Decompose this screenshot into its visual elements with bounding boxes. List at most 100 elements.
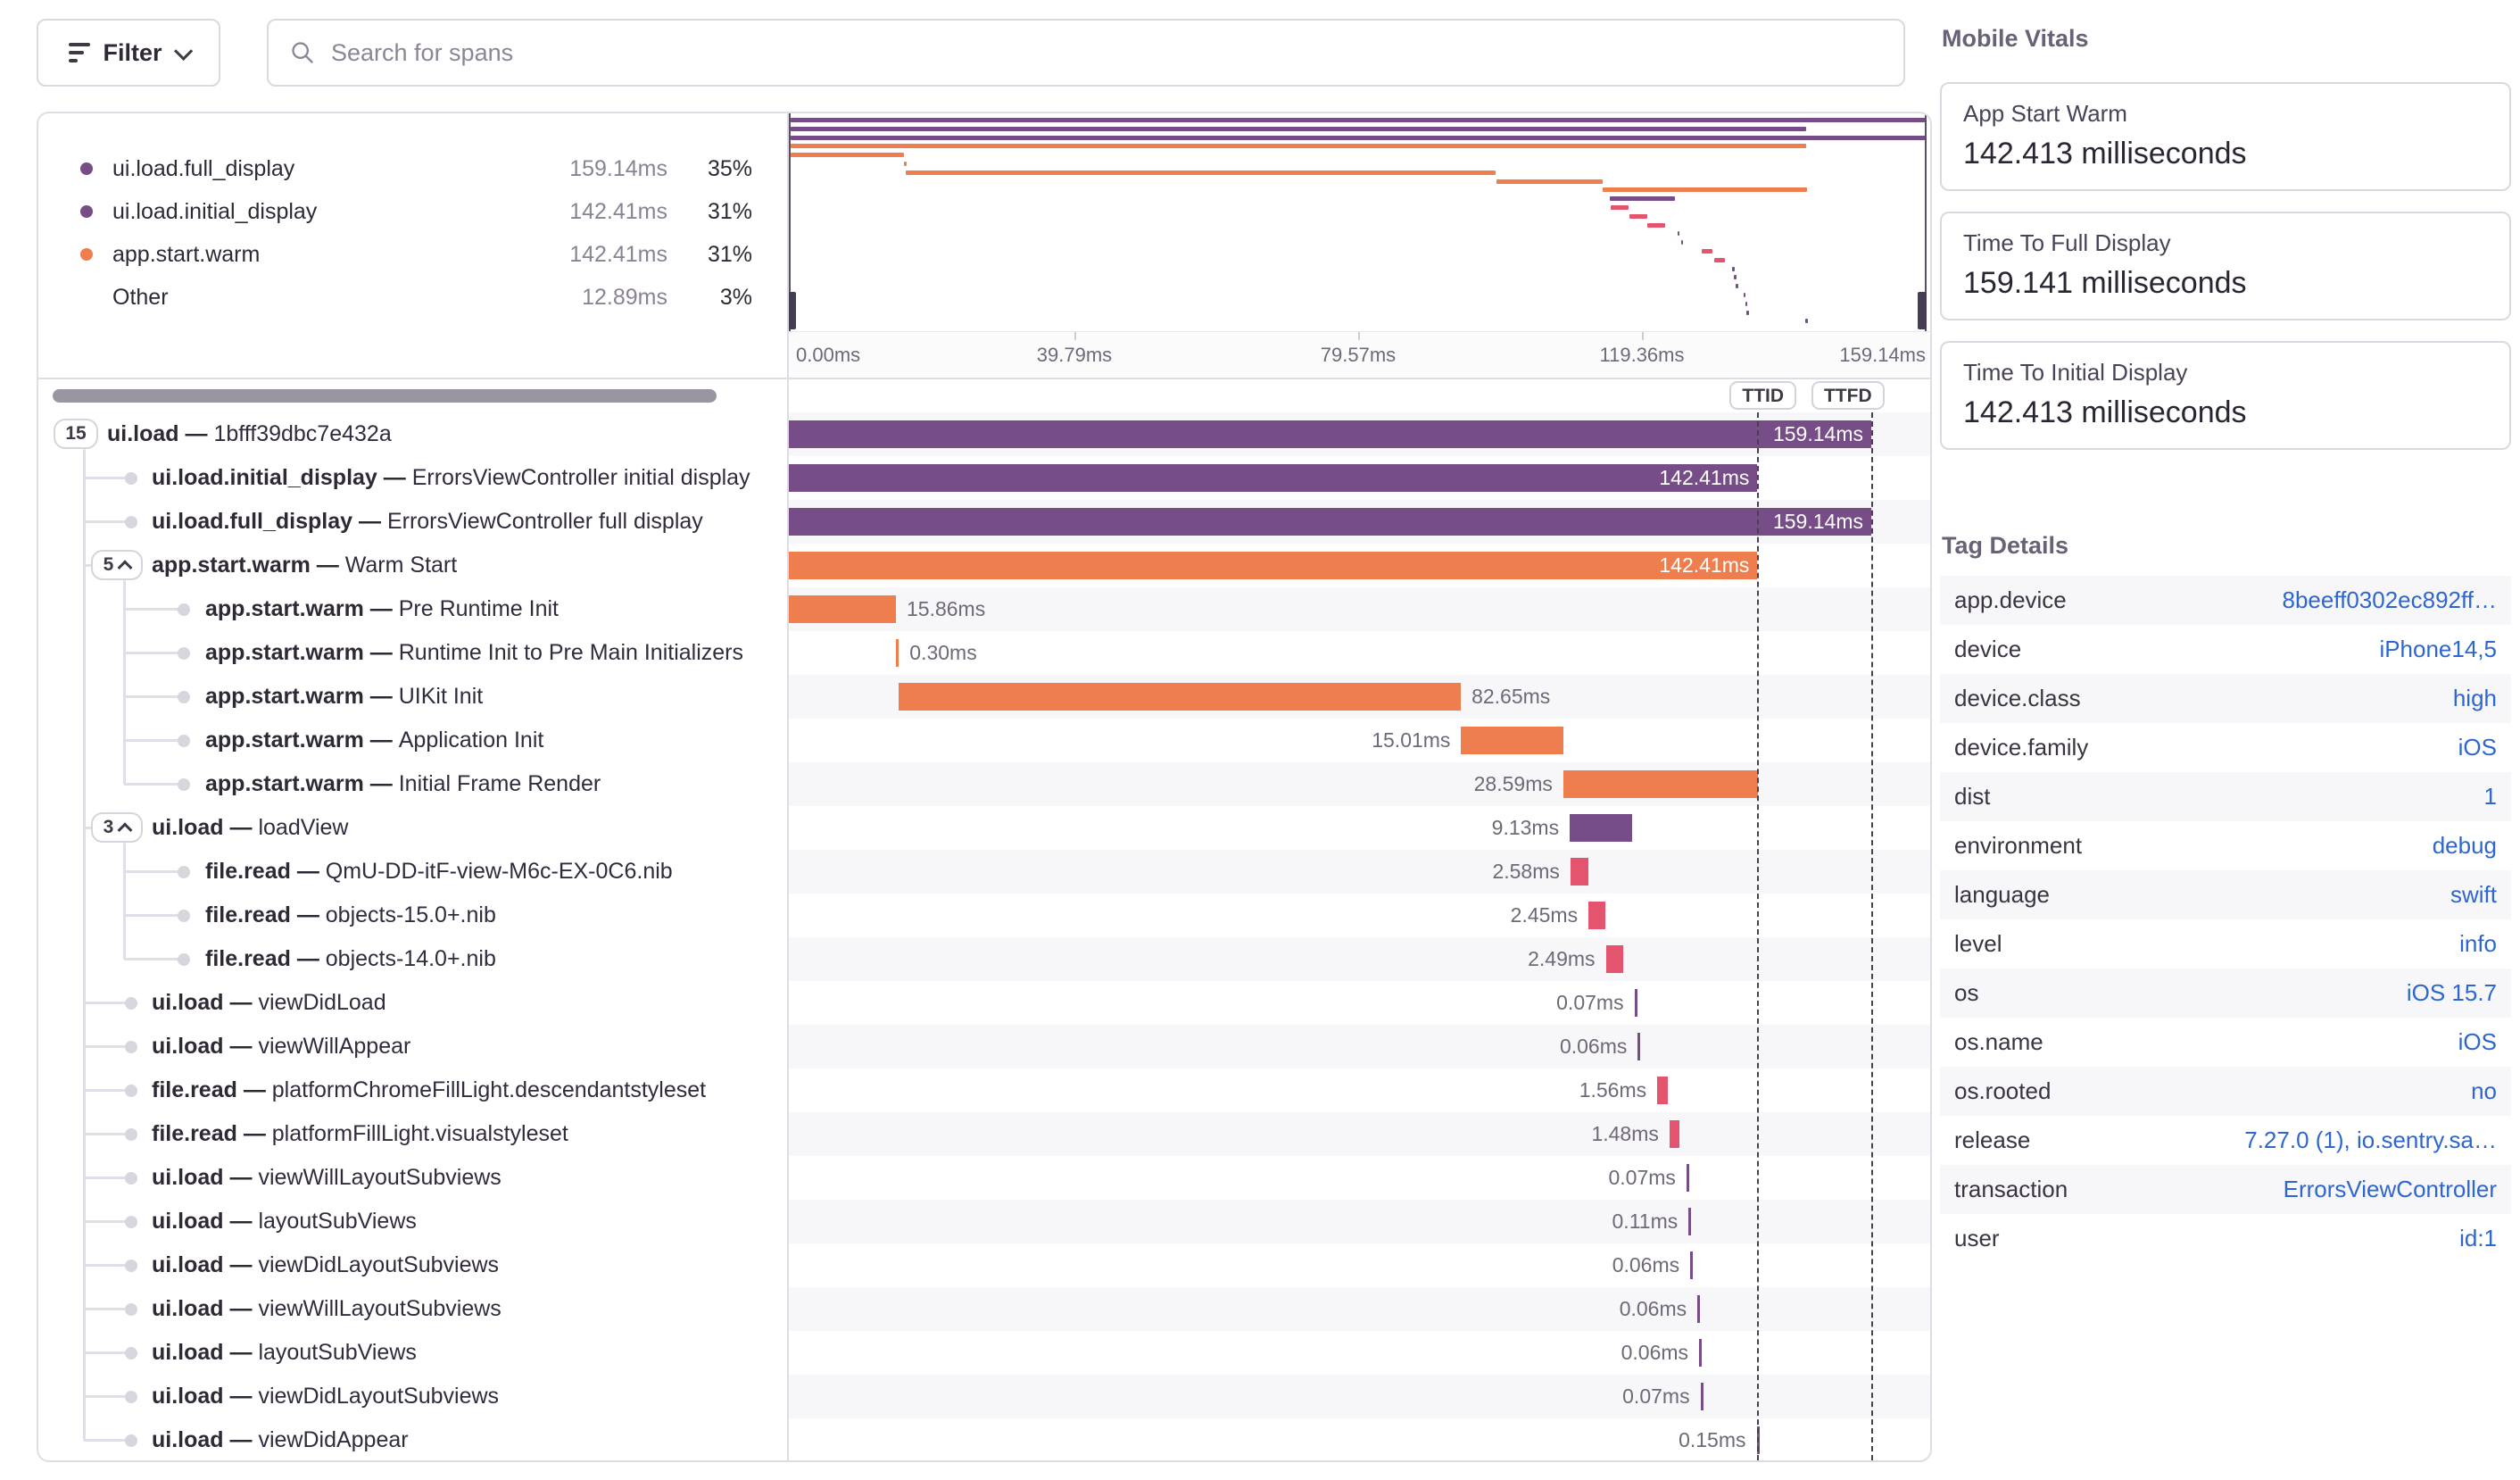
span-duration-bar[interactable]: 159.14ms	[788, 508, 1871, 536]
axis-tick-label: 39.79ms	[1036, 344, 1113, 366]
span-row[interactable]: ui.load — layoutSubViews 0.06ms	[38, 1331, 1930, 1375]
tag-value-link[interactable]: iOS	[2458, 1028, 2497, 1055]
span-row[interactable]: ui.load — viewWillAppear 0.06ms	[38, 1025, 1930, 1068]
tag-value-link[interactable]: 8beeff0302ec892ff…	[2282, 586, 2497, 613]
span-duration-label: 0.06ms	[1612, 1253, 1680, 1276]
span-tree-label: ui.load — viewDidLayoutSubviews	[152, 1252, 500, 1277]
span-duration-bar[interactable]	[788, 595, 896, 623]
span-row[interactable]: app.start.warm — Pre Runtime Init 15.86ms	[38, 587, 1930, 631]
span-row[interactable]: app.start.warm — Runtime Init to Pre Mai…	[38, 631, 1930, 675]
tag-value-link[interactable]: info	[2459, 930, 2497, 957]
tag-value-link[interactable]: iOS	[2458, 734, 2497, 761]
legend-item[interactable]: ui.load.full_display 159.14ms 35%	[38, 147, 787, 190]
tag-value-link[interactable]: id:1	[2459, 1225, 2497, 1251]
tag-value-link[interactable]: swift	[2450, 881, 2497, 908]
minimap-left-handle[interactable]	[787, 292, 796, 329]
legend-item[interactable]: ui.load.initial_display 142.41ms 31%	[38, 190, 787, 233]
minimap-span-bar	[791, 126, 1807, 131]
span-row[interactable]: ui.load — viewWillLayoutSubviews 0.07ms	[38, 1156, 1930, 1200]
minimap-span-bar	[1732, 266, 1735, 271]
span-row[interactable]: ui.load — layoutSubViews 0.11ms	[38, 1200, 1930, 1243]
span-row[interactable]: ui.load — viewDidAppear 0.15ms	[38, 1418, 1930, 1460]
tag-row: level info	[1940, 919, 2511, 969]
tag-value-link[interactable]: ErrorsViewController	[2283, 1176, 2497, 1202]
span-row[interactable]: app.start.warm — UIKit Init 82.65ms	[38, 675, 1930, 719]
tag-value-link[interactable]: 1	[2483, 783, 2497, 810]
span-duration-bar[interactable]	[1697, 1295, 1701, 1323]
span-duration-bar[interactable]	[1657, 1077, 1669, 1104]
span-duration-bar[interactable]	[1688, 1208, 1692, 1235]
span-row[interactable]: file.read — platformChromeFillLight.desc…	[38, 1068, 1930, 1112]
span-search[interactable]	[267, 19, 1905, 87]
ttid-marker-button[interactable]: TTID	[1729, 381, 1797, 410]
span-duration-bar[interactable]	[1699, 1339, 1703, 1367]
minimap-right-handle[interactable]	[1918, 292, 1927, 329]
tag-value-link[interactable]: no	[2471, 1077, 2497, 1104]
span-duration-bar[interactable]	[896, 639, 899, 667]
span-row[interactable]: ui.load — viewDidLoad 0.07ms	[38, 981, 1930, 1025]
span-row[interactable]: app.start.warm — Application Init 15.01ms	[38, 719, 1930, 762]
span-row[interactable]: ui.load — viewWillLayoutSubviews 0.06ms	[38, 1287, 1930, 1331]
span-duration-bar[interactable]	[1669, 1120, 1680, 1148]
legend-item[interactable]: app.start.warm 142.41ms 31%	[38, 233, 787, 276]
tree-connector-dot	[125, 1346, 137, 1359]
tag-key: transaction	[1954, 1176, 2068, 1202]
tree-connector-dot	[178, 646, 190, 660]
filter-icon	[69, 43, 91, 62]
horizontal-scrollbar[interactable]	[53, 389, 717, 403]
span-children-toggle[interactable]: 5	[91, 550, 143, 580]
span-duration-bar[interactable]	[1700, 1383, 1703, 1410]
span-duration-bar[interactable]	[1690, 1251, 1694, 1279]
vital-card: Time To Full Display 159.141 milliseconds	[1940, 212, 2511, 320]
span-row[interactable]: 15 ui.load — 1bfff39dbc7e432a 159.14ms	[38, 412, 1930, 456]
span-duration-bar[interactable]	[1570, 814, 1632, 842]
minimap-span-bar	[1701, 249, 1713, 254]
legend-item[interactable]: Other 12.89ms 3%	[38, 276, 787, 319]
span-tree-label: ui.load — loadView	[152, 815, 349, 840]
span-children-toggle[interactable]: 3	[91, 812, 143, 843]
span-duration-bar[interactable]: 142.41ms	[788, 552, 1758, 579]
span-row[interactable]: app.start.warm — Initial Frame Render 28.…	[38, 762, 1930, 806]
tag-value-link[interactable]: iPhone14,5	[2379, 636, 2497, 662]
span-row[interactable]: ui.load — viewDidLayoutSubviews 0.06ms	[38, 1243, 1930, 1287]
span-row[interactable]: file.read — platformFillLight.visualstyl…	[38, 1112, 1930, 1156]
span-row[interactable]: ui.load.initial_display — ErrorsViewCont…	[38, 456, 1930, 500]
tag-value-link[interactable]: 7.27.0 (1), io.sentry.sa…	[2244, 1127, 2497, 1153]
span-row[interactable]: file.read — objects-15.0+.nib 2.45ms	[38, 894, 1930, 937]
span-duration-bar[interactable]	[1686, 1164, 1689, 1192]
tag-key: language	[1954, 881, 2050, 908]
trace-minimap[interactable]	[787, 113, 1930, 331]
span-row[interactable]: ui.load.full_display — ErrorsViewControl…	[38, 500, 1930, 544]
tag-value-link[interactable]: iOS 15.7	[2406, 979, 2497, 1006]
span-row[interactable]: 5 app.start.warm — Warm Start 142.41ms	[38, 544, 1930, 587]
span-tree-label: file.read — objects-15.0+.nib	[205, 902, 496, 927]
span-row[interactable]: file.read — objects-14.0+.nib 2.49ms	[38, 937, 1930, 981]
span-tree-label: ui.load — viewWillLayoutSubviews	[152, 1165, 502, 1190]
tag-value-link[interactable]: debug	[2432, 832, 2497, 859]
span-duration-bar[interactable]	[1461, 727, 1563, 754]
span-duration-bar[interactable]	[1570, 858, 1588, 886]
span-duration-bar[interactable]	[1634, 989, 1637, 1017]
span-duration-bar[interactable]	[898, 683, 1462, 711]
minimap-span-bar	[1746, 310, 1749, 315]
span-row[interactable]: file.read — QmU-DD-itF-view-M6c-EX-0C6.n…	[38, 850, 1930, 894]
tag-value-link[interactable]: high	[2452, 685, 2497, 711]
tree-connector-dot	[178, 690, 190, 703]
tree-connector-dot	[125, 515, 137, 528]
tree-waterfall-divider[interactable]	[787, 113, 789, 1460]
filter-button[interactable]: Filter	[37, 19, 220, 87]
tag-details-table: app.device 8beeff0302ec892ff… device iPhone…	[1940, 576, 2511, 1263]
span-duration-label: 82.65ms	[1471, 685, 1551, 708]
span-row[interactable]: ui.load — viewDidLayoutSubviews 0.07ms	[38, 1375, 1930, 1418]
span-row[interactable]: 3 ui.load — loadView 9.13ms	[38, 806, 1930, 850]
span-duration-bar[interactable]: 159.14ms	[788, 420, 1871, 448]
tree-connector-dot	[125, 471, 137, 485]
search-input[interactable]	[329, 37, 1882, 68]
span-duration-bar[interactable]: 142.41ms	[788, 464, 1758, 492]
span-duration-bar[interactable]	[1588, 902, 1605, 929]
span-duration-bar[interactable]	[1563, 770, 1758, 798]
span-duration-bar[interactable]	[1605, 945, 1623, 973]
span-children-toggle[interactable]: 15	[54, 419, 98, 449]
span-duration-bar[interactable]	[1637, 1033, 1641, 1060]
ttfd-marker-button[interactable]: TTFD	[1811, 381, 1885, 410]
